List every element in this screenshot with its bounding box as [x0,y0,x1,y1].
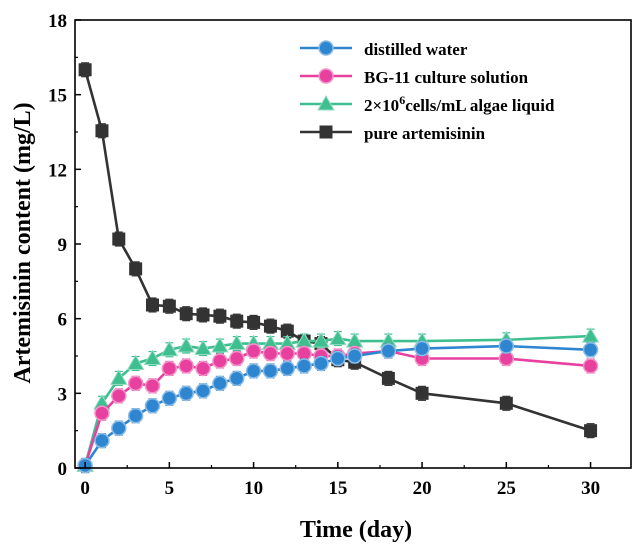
data-point [262,363,279,379]
legend: distilled water BG-11 culture solution 2… [300,40,555,143]
data-point [94,432,110,449]
data-point [312,332,330,348]
data-point [127,407,144,424]
x-tick-label: 20 [413,478,432,499]
x-tick-label: 0 [80,478,90,499]
data-point [196,308,210,322]
data-point [415,386,429,400]
data-point [162,299,176,313]
data-point [499,396,513,410]
data-point [195,383,211,399]
data-point [582,358,599,374]
data-point [161,390,178,407]
data-point [498,338,515,354]
legend-algae-superscript: 6 [399,93,405,107]
data-point [381,371,395,385]
data-point [160,340,179,357]
data-point [280,324,294,338]
data-point [112,232,126,246]
data-point [582,342,599,358]
data-point [111,420,127,436]
data-point [279,345,296,362]
legend-label-pure-artemisinin: pure artemisinin [364,124,486,143]
data-point [178,385,194,402]
data-point [144,378,161,394]
data-point [195,360,211,377]
data-point [212,375,228,392]
data-point [330,350,346,367]
data-point [143,349,162,365]
y-tick-label: 15 [48,86,67,107]
y-tick-label: 9 [58,235,68,256]
y-tick-label: 18 [48,11,67,32]
y-tick-label: 6 [58,310,68,331]
plot-area [76,62,600,474]
data-point [346,348,363,364]
legend-label-algae-liquid: 2×106cells/mL algae liquid [364,93,555,115]
x-tick-label: 5 [165,478,175,499]
data-point [111,388,127,404]
data-point [262,345,279,362]
y-tick-label: 0 [58,459,68,480]
data-point [194,339,212,356]
y-tick-label: 3 [58,384,68,405]
legend-marker-2 [317,94,335,111]
data-point [245,343,262,359]
x-axis-title: Time (day) [300,517,412,543]
data-point [126,354,145,370]
data-point [109,369,128,385]
data-point [279,360,296,377]
x-tick-label: 25 [497,478,516,499]
data-point [245,363,262,379]
x-tick-label: 10 [244,478,263,499]
legend-algae-prefix: 2×10 [364,96,399,115]
series-line-1 [83,349,591,466]
y-axis-title: Artemisinin content (mg/L) [10,102,36,383]
data-point [230,314,244,328]
legend-marker-3 [319,125,333,139]
data-point [78,63,92,77]
data-point [179,307,193,321]
data-point [95,124,109,138]
data-point [228,370,245,387]
data-point [227,334,246,351]
series-0 [77,338,599,474]
legend-marker-0 [318,40,334,56]
data-point [313,355,329,372]
data-point [212,353,228,369]
x-tick-label: 30 [581,478,600,499]
axes: 0 3 6 9 12 15 18 0 5 10 15 20 25 30 [48,11,632,499]
data-point [146,298,160,312]
data-point [178,358,194,374]
data-point [213,309,227,323]
legend-label-distilled-water: distilled water [364,40,468,59]
data-point [380,343,397,359]
data-point [211,337,229,353]
legend-algae-suffix: cells/mL algae liquid [405,96,555,115]
data-point [263,319,277,333]
data-point [228,350,245,367]
data-point [296,358,312,374]
data-point [247,315,261,329]
data-point [94,405,110,421]
legend-marker-1 [318,68,334,84]
data-point [414,340,430,357]
data-point [127,375,144,392]
data-point [328,329,347,346]
data-point [177,337,196,353]
x-tick-label: 15 [328,478,347,499]
legend-label-bg11: BG-11 culture solution [364,68,529,87]
y-tick-label: 12 [48,160,67,181]
data-point [129,262,143,276]
data-point [161,360,178,377]
data-point [584,424,598,438]
data-point [144,398,161,414]
